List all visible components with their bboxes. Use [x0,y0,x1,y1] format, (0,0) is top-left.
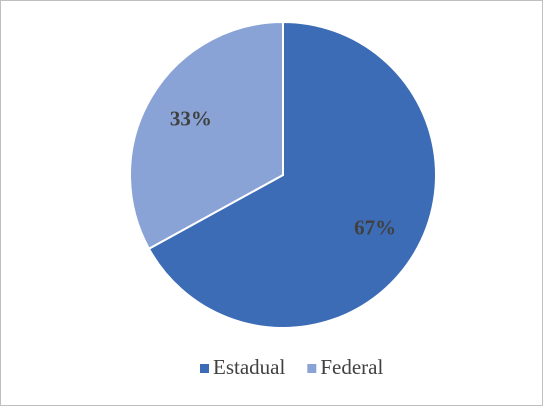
pie-slice [129,20,284,251]
legend-label: Federal [320,355,383,379]
data-label: 33% [170,106,212,130]
data-label: 67% [354,215,396,239]
pie-slice [147,20,437,329]
legend-label: Estadual [213,355,285,379]
legend-swatch [307,364,317,373]
legend-swatch [200,364,209,373]
